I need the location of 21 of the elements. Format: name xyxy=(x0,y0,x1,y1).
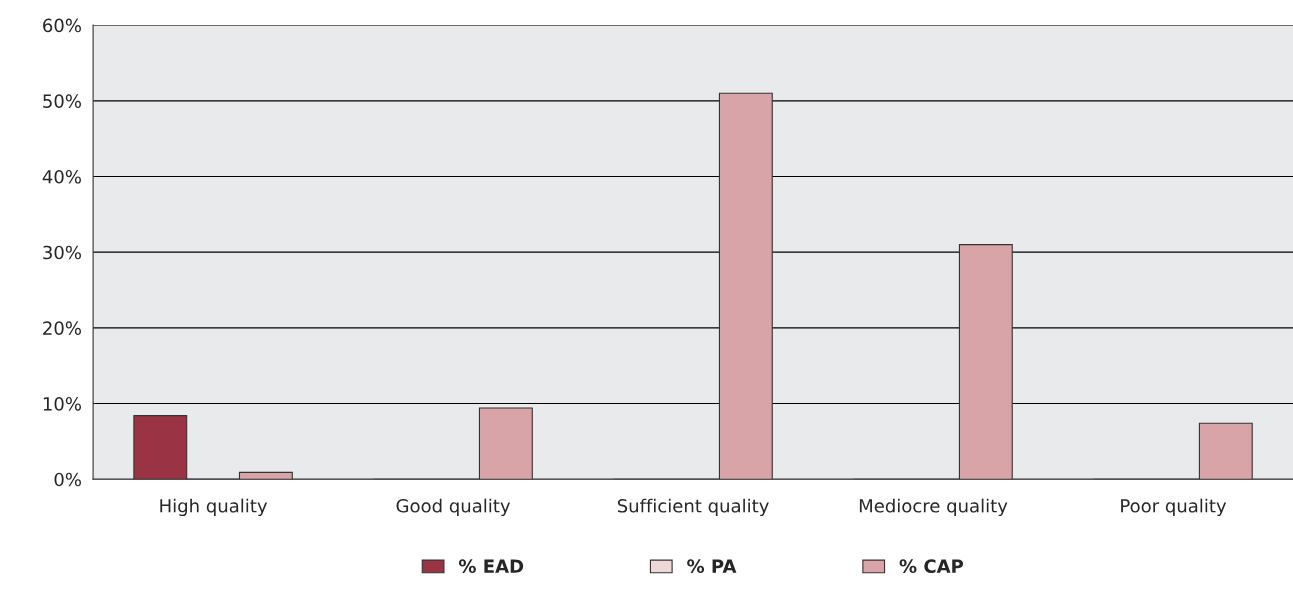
y-tick-label: 0% xyxy=(54,472,81,487)
bar xyxy=(238,471,293,480)
bar xyxy=(718,92,773,480)
x-tick-label: Sufficient quality xyxy=(617,498,769,517)
bar xyxy=(133,415,188,480)
y-tick-label: 20% xyxy=(43,321,81,335)
legend-label: % EAD xyxy=(458,559,524,573)
y-tick-label: 30% xyxy=(43,245,81,260)
x-tick-label: High quality xyxy=(160,498,268,517)
bar xyxy=(478,407,533,480)
x-tick-label: Poor quality xyxy=(1121,498,1227,517)
y-tick-label: 40% xyxy=(42,169,81,184)
y-tick-label: 10% xyxy=(43,396,81,411)
legend-label: % PA xyxy=(687,559,737,573)
x-tick-label: Mediocre quality xyxy=(859,498,1008,517)
bar xyxy=(958,244,1013,480)
bar xyxy=(1198,422,1253,480)
y-tick-label: 50% xyxy=(43,94,81,108)
legend-label: % CAP xyxy=(899,559,964,573)
x-tick-label: Good quality xyxy=(396,498,511,517)
y-tick-label: 60% xyxy=(43,18,81,33)
